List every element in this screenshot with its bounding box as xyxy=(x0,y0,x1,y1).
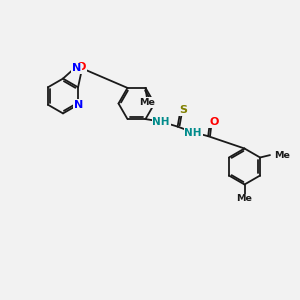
Text: Me: Me xyxy=(237,194,252,203)
Text: Me: Me xyxy=(139,98,155,107)
Text: S: S xyxy=(179,105,187,115)
Text: O: O xyxy=(209,117,219,127)
Text: N: N xyxy=(72,64,81,74)
Text: NH: NH xyxy=(184,128,202,138)
Text: N: N xyxy=(74,100,84,110)
Text: O: O xyxy=(76,62,86,72)
Text: NH: NH xyxy=(152,117,170,127)
Text: Me: Me xyxy=(274,151,290,160)
